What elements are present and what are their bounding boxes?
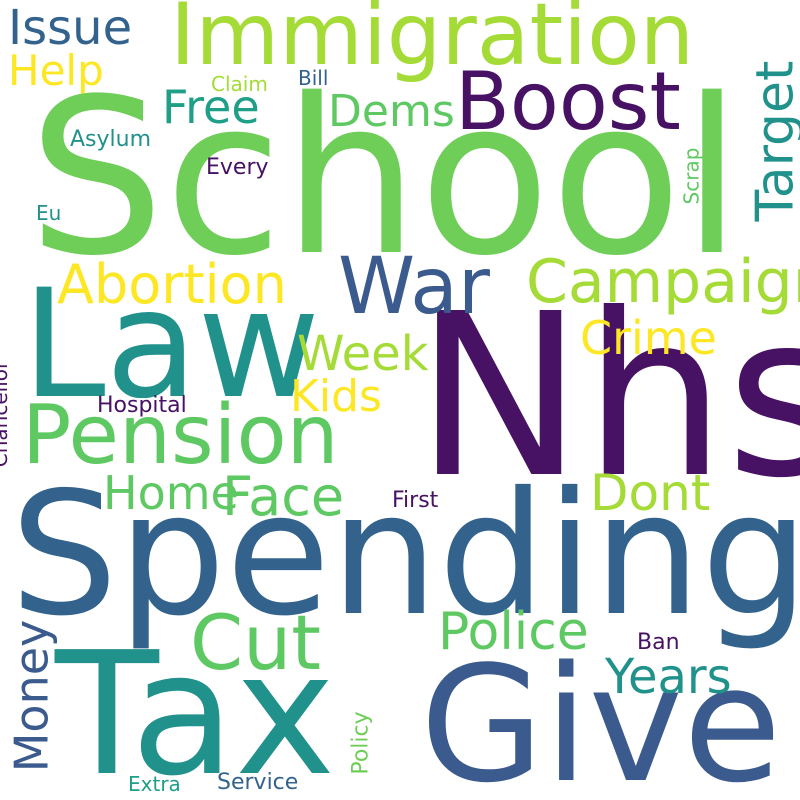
word-every: Every bbox=[206, 155, 269, 180]
word-boost: Boost bbox=[455, 55, 681, 148]
word-free: Free bbox=[162, 80, 260, 134]
word-target: Target bbox=[745, 60, 800, 222]
word-war: War bbox=[338, 242, 491, 332]
word-scrap: Scrap bbox=[679, 147, 704, 205]
word-week: Week bbox=[297, 326, 429, 382]
word-eu: Eu bbox=[36, 201, 62, 225]
word-nhs: Nhs bbox=[415, 266, 800, 528]
word-crime: Crime bbox=[580, 311, 717, 365]
word-bill: Bill bbox=[298, 66, 329, 90]
word-help: Help bbox=[8, 46, 104, 95]
word-cut: Cut bbox=[190, 598, 322, 687]
word-home: Home bbox=[103, 466, 239, 520]
word-campaign: Campaign bbox=[526, 247, 800, 317]
word-extra: Extra bbox=[128, 772, 181, 796]
word-face: Face bbox=[222, 465, 345, 528]
word-pension: Pension bbox=[22, 388, 339, 483]
word-money: Money bbox=[4, 619, 59, 773]
word-tax: Tax bbox=[55, 616, 336, 800]
word-hospital: Hospital bbox=[97, 393, 187, 418]
word-asylum: Asylum bbox=[70, 127, 152, 152]
word-service: Service bbox=[217, 770, 299, 795]
word-dont: Dont bbox=[590, 464, 711, 522]
word-ban: Ban bbox=[637, 630, 680, 655]
word-abortion: Abortion bbox=[57, 253, 287, 316]
word-chancellor: Chancellor bbox=[0, 360, 13, 468]
word-policy: Policy bbox=[348, 711, 374, 775]
word-kids: Kids bbox=[290, 371, 382, 422]
word-first: First bbox=[392, 488, 439, 513]
word-claim: Claim bbox=[211, 72, 268, 96]
word-dems: Dems bbox=[328, 86, 455, 137]
word-give: Give bbox=[420, 631, 782, 800]
word-immigration: Immigration bbox=[170, 0, 695, 85]
word-school: School bbox=[28, 52, 742, 303]
word-police: Police bbox=[438, 602, 589, 662]
word-issue: Issue bbox=[8, 0, 133, 56]
word-spending: Spending bbox=[10, 456, 800, 654]
word-years: Years bbox=[605, 649, 732, 705]
word-law: Law bbox=[22, 258, 321, 432]
